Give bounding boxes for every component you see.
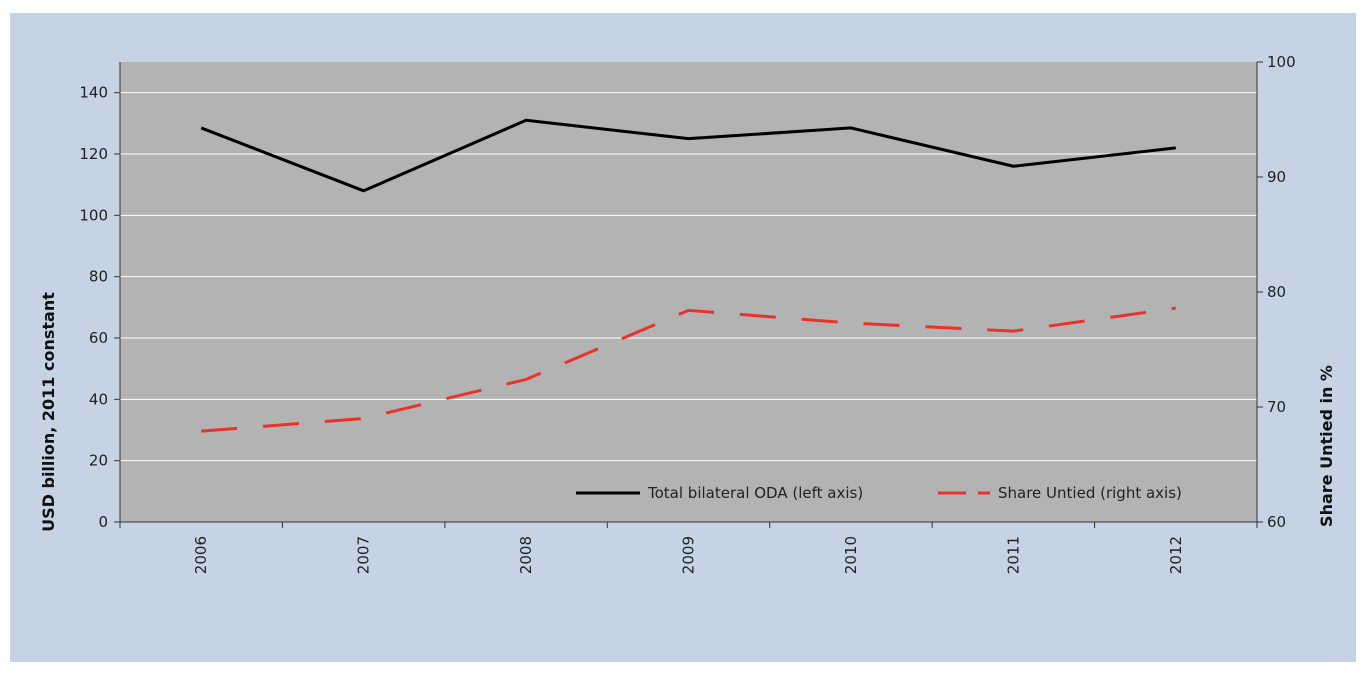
plot-area: [120, 62, 1257, 522]
series-line-share-untied: [201, 306, 1176, 433]
left-tick-label: 0: [98, 513, 108, 531]
x-tick-label: 2009: [680, 536, 698, 574]
left-tick-label: 20: [89, 452, 108, 470]
legend-label-share-untied: Share Untied (right axis): [998, 484, 1182, 502]
gridlines: [120, 92, 1257, 462]
x-tick-label: 2012: [1167, 536, 1185, 574]
series-lines: [200, 118, 1176, 433]
left-axis-ticks: 0 20 40 60 80 100 120 140: [79, 84, 120, 531]
left-tick-label: 80: [89, 268, 108, 286]
right-tick-label: 100: [1267, 53, 1296, 71]
right-axis-ticks: 60 70 80 90 100: [1257, 53, 1296, 531]
x-tick-label: 2010: [842, 536, 860, 574]
left-tick-label: 120: [79, 145, 108, 163]
series-line-total-oda: [200, 118, 1176, 193]
x-tick-label: 2006: [192, 536, 210, 574]
x-tick-label: 2007: [355, 536, 373, 574]
x-axis-ticks: 2006 2007 2008 2009 2010 2011 2012: [119, 522, 1258, 574]
right-tick-label: 80: [1267, 283, 1286, 301]
left-axis-title: USD billion, 2011 constant: [39, 292, 58, 532]
left-tick-label: 40: [89, 390, 108, 408]
x-tick-label: 2011: [1004, 536, 1022, 574]
right-tick-label: 90: [1267, 168, 1286, 186]
right-tick-label: 60: [1267, 513, 1286, 531]
legend-label-total-oda: Total bilateral ODA (left axis): [647, 484, 863, 502]
right-axis-title: Share Untied in %: [1317, 365, 1336, 527]
legend: Total bilateral ODA (left axis) Share Un…: [576, 484, 1182, 502]
left-tick-label: 140: [79, 84, 108, 102]
left-tick-label: 100: [79, 206, 108, 224]
x-tick-label: 2008: [517, 536, 535, 574]
left-tick-label: 60: [89, 329, 108, 347]
right-tick-label: 70: [1267, 398, 1286, 416]
